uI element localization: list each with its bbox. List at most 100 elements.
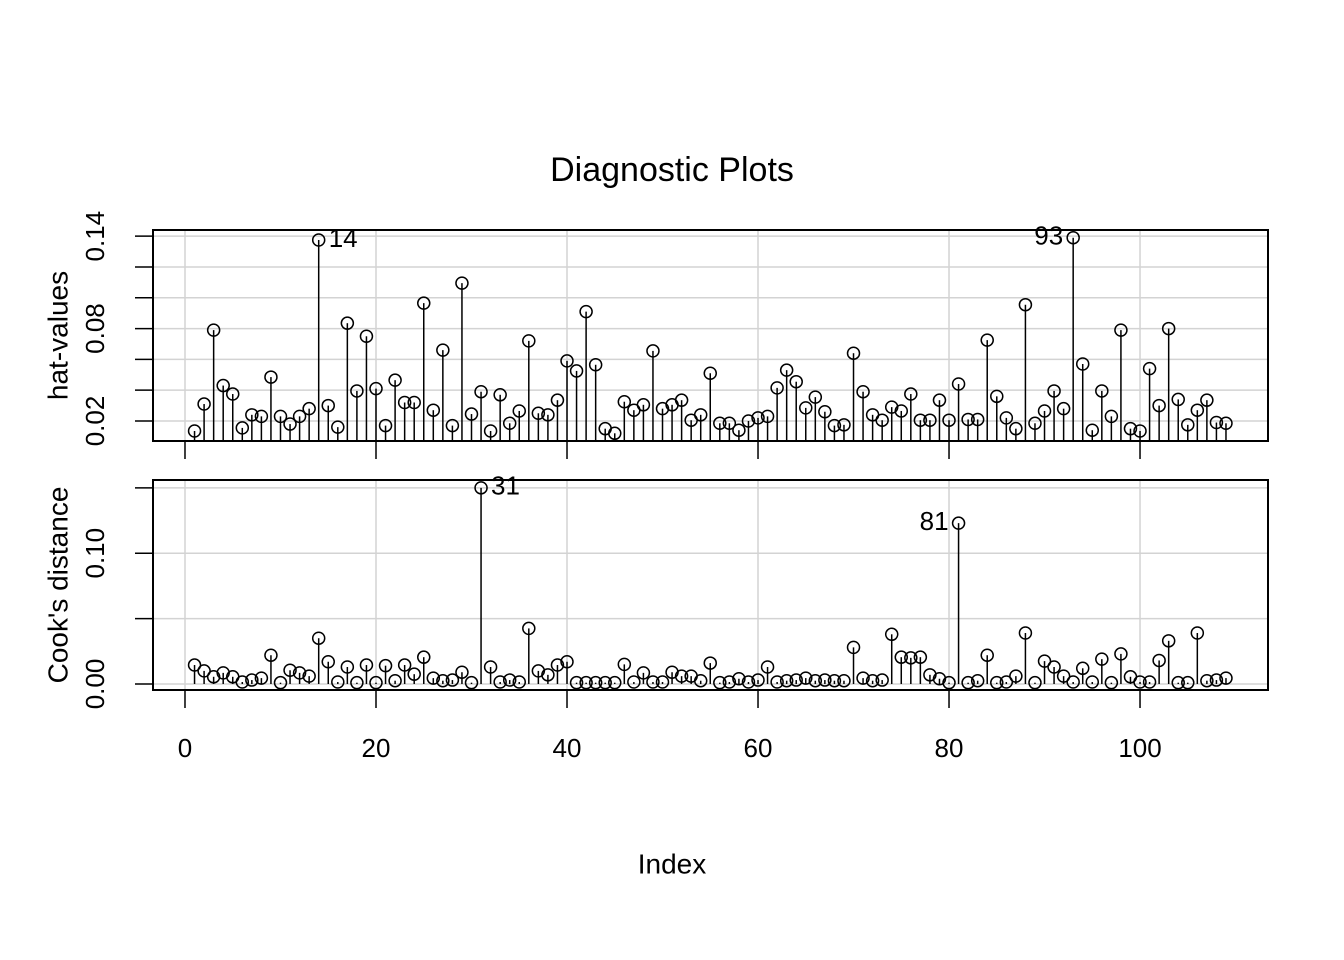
point (674, 669, 689, 683)
point (932, 393, 947, 407)
point (1142, 675, 1157, 689)
annotation: 93 (1034, 221, 1063, 251)
point (760, 660, 775, 674)
point (693, 673, 708, 688)
point (1066, 675, 1080, 689)
chart-title: Diagnostic Plots (550, 151, 794, 189)
point (617, 657, 632, 672)
point (273, 675, 288, 690)
point (1095, 384, 1109, 398)
point (579, 304, 593, 319)
point (340, 660, 355, 674)
annotation: 14 (329, 223, 358, 253)
x-axis-label: Index (638, 848, 707, 879)
x-tick-label: 60 (744, 733, 773, 763)
point (541, 408, 555, 422)
x-tick-label: 20 (362, 733, 391, 763)
point (254, 409, 269, 424)
point (436, 343, 450, 357)
point (455, 665, 469, 679)
point (359, 329, 374, 344)
point (340, 316, 355, 330)
point (1171, 675, 1185, 690)
point (331, 420, 345, 434)
panel-frame (152, 229, 1269, 442)
point (856, 671, 870, 685)
point (292, 409, 307, 424)
point (1066, 230, 1080, 245)
point (1028, 675, 1042, 690)
point (875, 673, 889, 687)
point (311, 631, 326, 645)
point (397, 658, 412, 672)
point (827, 418, 842, 433)
point (875, 413, 889, 427)
point (206, 323, 221, 337)
point (808, 390, 823, 404)
point (865, 673, 880, 688)
point (1104, 409, 1119, 424)
point (799, 671, 813, 685)
point (1152, 398, 1166, 413)
point (254, 671, 269, 685)
point (560, 655, 574, 669)
x-tick-label: 0 (178, 733, 192, 763)
point (799, 401, 813, 415)
point (1018, 297, 1033, 312)
point (894, 650, 909, 664)
y-tick-label: 0.10 (80, 528, 110, 579)
point (884, 627, 899, 642)
point (388, 373, 402, 387)
point (961, 675, 975, 690)
point (455, 276, 469, 290)
point (1133, 424, 1147, 438)
point (1056, 401, 1071, 416)
point (1047, 384, 1061, 398)
point (837, 673, 851, 688)
point (980, 648, 994, 662)
point (464, 407, 479, 421)
point (904, 387, 918, 401)
point (808, 673, 823, 688)
point (292, 666, 307, 680)
point (713, 416, 727, 431)
point (1028, 416, 1042, 431)
point (818, 673, 832, 687)
point (426, 403, 441, 417)
point (846, 640, 861, 655)
point (655, 675, 670, 689)
point (1190, 626, 1205, 640)
point (197, 664, 211, 678)
point (512, 404, 527, 418)
point (636, 666, 651, 680)
point (1037, 654, 1052, 668)
point (818, 404, 832, 419)
point (1161, 634, 1176, 648)
point (980, 333, 994, 347)
point (1152, 653, 1166, 668)
point (713, 675, 727, 690)
point (1095, 652, 1109, 666)
point (1190, 403, 1205, 417)
point (550, 393, 565, 407)
point (245, 408, 259, 422)
point (827, 673, 842, 688)
point (884, 400, 899, 414)
point (693, 408, 708, 422)
point (655, 401, 670, 416)
point (1209, 673, 1224, 687)
panel-frame (152, 479, 1269, 691)
point (1171, 392, 1185, 407)
point (378, 658, 393, 673)
point (1133, 675, 1147, 689)
point (350, 384, 364, 398)
point (703, 656, 718, 670)
point (1181, 675, 1195, 690)
point (779, 363, 794, 377)
point (608, 426, 622, 441)
point (1075, 661, 1090, 676)
point (541, 668, 555, 682)
point (321, 398, 335, 413)
